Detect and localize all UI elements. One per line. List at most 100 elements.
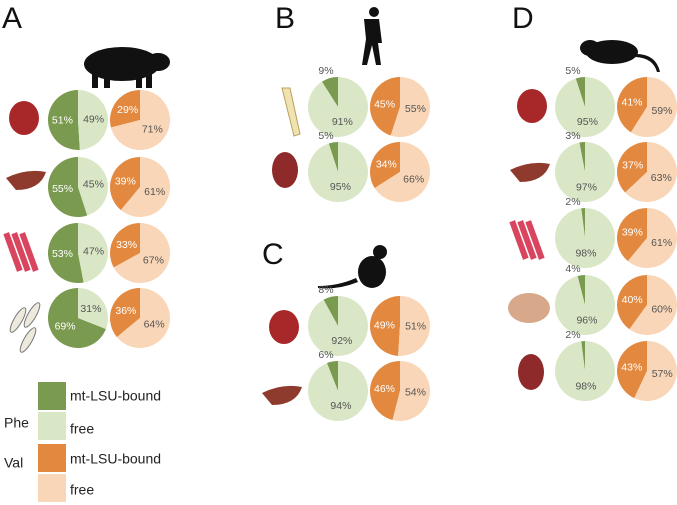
pie-slice [634,341,677,401]
pie-slice [581,208,585,238]
pie-slice [110,90,170,151]
pie-slice [390,77,431,138]
pie-label: 92% [331,335,352,347]
pie-label: 34% [376,158,397,170]
pie-label: 94% [330,400,351,412]
panel-label: A [2,2,22,35]
pie-slice [617,341,647,399]
pie-slice [328,142,338,172]
pie-slice [47,157,88,217]
pie-slice [369,296,400,356]
pie-label: 49% [83,113,104,125]
pie-label: 9% [318,65,333,77]
pie-label: 49% [374,319,395,331]
pie-slice [374,142,430,203]
pie-slice [308,142,369,203]
pie-slice [581,341,585,371]
pie-label: 37% [622,160,643,172]
legend-group: Phe [4,415,29,431]
panel-label: D [512,2,534,35]
pie-slice [398,296,430,357]
pie-label: 6% [318,349,333,361]
pie-label: 45% [374,98,395,110]
monkey-icon [318,245,387,289]
pie-label: 4% [565,263,580,275]
pie-slice [321,77,338,107]
pie-label: 40% [622,294,643,306]
pie-slice [370,142,400,189]
pie-label: 66% [403,173,424,185]
pie-label: 55% [52,183,73,195]
pie-label: 54% [405,387,426,399]
panel-label: B [275,2,295,35]
pie-slice [555,341,616,401]
pie-label: 63% [651,172,672,184]
pie-label: 3% [565,130,580,142]
pie-label: 95% [330,181,351,193]
pie-slice [110,90,140,128]
pie-label: 96% [576,314,597,326]
pie-label: 5% [565,65,580,77]
pie-slice [577,274,585,305]
pie-label: 39% [115,175,136,187]
pie-label: 98% [575,380,596,392]
pie-label: 55% [405,103,426,115]
pie-slice [308,77,369,138]
pie-label: 8% [318,284,333,296]
pie-slice [326,361,338,391]
pie-label: 51% [405,320,426,332]
pie-label: 60% [651,304,672,316]
pie-label: 39% [622,226,643,238]
pie-slice [575,77,585,107]
pie-slice [370,361,400,421]
legend-label: mt-LSU-bound [70,388,161,404]
legend-group: Val [4,455,23,471]
pie-slice [78,157,108,216]
legend-label: free [70,482,94,498]
pie-label: 41% [622,96,643,108]
pig-icon [84,47,170,88]
legend-swatch [38,382,66,410]
panel-label: C [262,238,284,271]
pie-label: 46% [374,383,395,395]
pie-label: 53% [52,248,73,260]
pie-slice [48,288,106,348]
pie-slice [617,275,647,330]
legend-swatch [38,474,66,502]
pie-slice [392,361,430,422]
pie-label: 2% [565,329,580,341]
pie-label: 98% [575,247,596,259]
pie-slice [555,77,616,138]
pie-slice [617,208,647,262]
pie-slice [555,208,615,269]
pie-slice [48,223,84,283]
legend-label: free [70,421,94,437]
pie-label: 64% [144,318,165,330]
pie-label: 67% [143,255,164,267]
pie-slice [110,288,140,338]
pie-slice [617,77,647,133]
pie-label: 43% [621,361,642,373]
pie-label: 69% [55,321,76,333]
pie-label: 59% [651,105,672,117]
pie-label: 57% [652,368,673,380]
rat-icon [580,40,660,72]
pie-slice [630,77,677,138]
pie-slice [629,275,677,335]
organ-icons [3,87,550,405]
pie-label: 36% [115,305,136,317]
pie-label: 33% [116,239,137,251]
pie-slice [555,142,616,202]
pie-label: 2% [565,196,580,208]
pie-slice [308,361,369,421]
pie-slice [627,208,677,268]
pie-label: 71% [142,123,163,135]
pie-slice [113,223,171,283]
pie-slice [116,288,171,348]
pie-slice [78,90,108,150]
pie-slice [616,142,647,193]
legend-swatch [38,412,66,440]
pie-label: 47% [83,245,104,257]
pie-slice [47,90,80,150]
pie-label: 61% [144,186,165,198]
